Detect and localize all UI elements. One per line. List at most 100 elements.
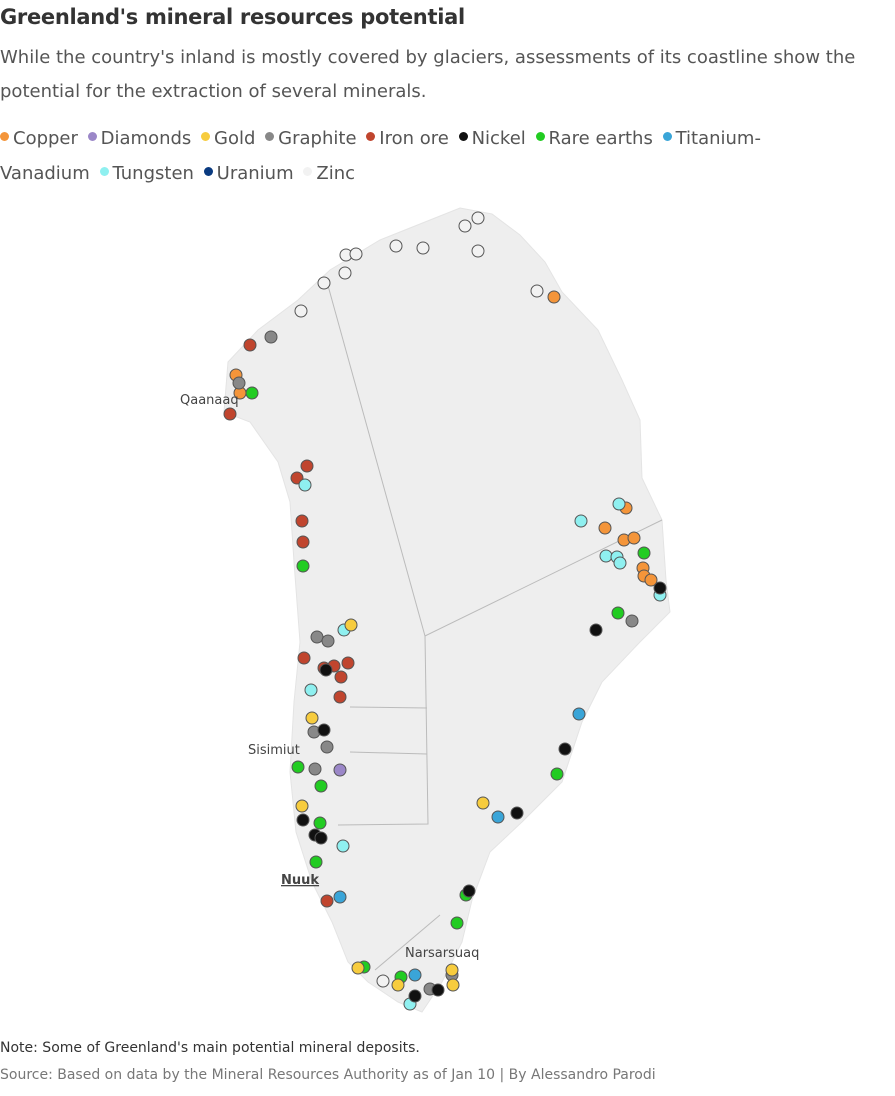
deposit [317,723,331,737]
deposit [408,989,422,1003]
deposit [296,535,310,549]
deposit [298,478,312,492]
legend-label: Tungsten [112,163,194,184]
deposit [450,916,464,930]
legend-label: Uranium [216,163,294,184]
legend-label: Gold [214,128,256,149]
deposit [613,556,627,570]
deposit [389,239,403,253]
deposit [627,531,641,545]
deposit [333,690,347,704]
note: Note: Some of Greenland's main potential… [0,1040,420,1056]
deposit [351,961,365,975]
deposit [317,276,331,290]
legend-swatch [265,132,275,141]
legend-item: Uranium [203,163,294,184]
deposit [446,978,460,992]
deposit [308,762,322,776]
deposit [223,407,237,421]
deposit [376,974,390,988]
legend-item: Rare earths [535,128,653,149]
deposit [320,740,334,754]
deposit [295,514,309,528]
place-label: Nuuk [281,873,319,888]
deposit [336,839,350,853]
legend-swatch [203,167,213,176]
deposits [223,211,667,1011]
legend-item: Titanium-Vanadium [0,128,761,184]
deposit [547,290,561,304]
legend-item: Diamonds [87,128,192,149]
legend-label: Iron ore [379,128,449,149]
source: Source: Based on data by the Mineral Res… [0,1067,656,1083]
deposit [341,656,355,670]
legend-item: Zinc [303,163,355,184]
deposit [558,742,572,756]
deposit [319,663,333,677]
deposit [611,606,625,620]
deposit [598,521,612,535]
legend-label: Nickel [471,128,526,149]
legend-label: Titanium-Vanadium [0,128,761,184]
legend-label: Diamonds [100,128,192,149]
deposit [314,779,328,793]
deposit [653,581,667,595]
deposit [320,894,334,908]
deposit [408,968,422,982]
greenland [223,207,671,1013]
deposit [334,670,348,684]
deposit [431,983,445,997]
legend-item: Gold [201,128,255,149]
deposit [314,831,328,845]
deposit [572,707,586,721]
deposit [333,890,347,904]
title: Greenland's mineral resources potential [0,5,465,29]
deposit [491,810,505,824]
deposit [530,284,544,298]
deposit [338,266,352,280]
deposit [243,338,257,352]
deposit [313,816,327,830]
legend-swatch [201,132,211,141]
deposit [300,459,314,473]
boundaries [326,281,663,971]
deposit [344,618,358,632]
deposit [510,806,524,820]
place-label: Sisimiut [248,743,300,758]
legend-swatch [662,132,672,141]
deposit [232,376,246,390]
legend-item: Copper [0,128,78,149]
deposit [333,763,347,777]
legend-swatch [366,132,376,141]
deposit [297,651,311,665]
deposit [599,549,613,563]
legend-swatch [87,132,97,141]
deposit [637,546,651,560]
deposit [589,623,603,637]
legend: Copper Diamonds Gold Graphite Iron ore N… [0,121,830,191]
legend-swatch [0,132,9,141]
deposit [644,573,658,587]
legend-swatch [458,132,468,141]
legend-swatch [303,167,313,176]
deposit [471,211,485,225]
deposit [462,884,476,898]
deposit [296,559,310,573]
legend-item: Tungsten [99,163,194,184]
deposit [321,634,335,648]
subtitle: While the country's inland is mostly cov… [0,47,856,102]
deposit [291,760,305,774]
deposit [574,514,588,528]
deposit [309,855,323,869]
legend-swatch [535,132,545,141]
legend-item: Nickel [458,128,526,149]
deposit [445,963,459,977]
deposit [476,796,490,810]
deposit [550,767,564,781]
deposit [304,683,318,697]
legend-label: Zinc [316,163,355,184]
deposit [416,241,430,255]
deposit [310,630,324,644]
